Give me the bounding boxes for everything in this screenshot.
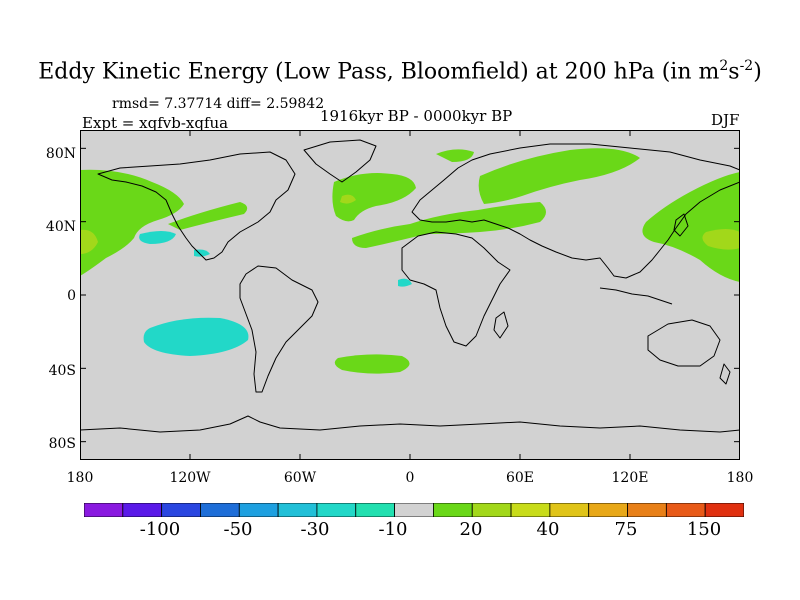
x-tick-label: 0 bbox=[405, 470, 415, 486]
experiment-label: Expt = xqfvb-xqfua bbox=[82, 114, 229, 132]
y-tick-label: 40S bbox=[48, 363, 76, 379]
y-tick-label: 80N bbox=[45, 146, 76, 162]
colorbar-label: 20 bbox=[459, 519, 483, 540]
colorbar-box bbox=[433, 503, 473, 517]
x-tick-label: 120E bbox=[611, 470, 649, 486]
axis-ticks bbox=[80, 130, 740, 460]
rmsd-diff-stats: rmsd= 7.37714 diff= 2.59842 bbox=[112, 96, 325, 112]
greenland-coastline bbox=[303, 139, 377, 183]
colorbar-label: 150 bbox=[686, 519, 722, 540]
north-atlantic-core-region bbox=[340, 194, 356, 204]
colorbar-label: -100 bbox=[139, 519, 181, 540]
madagascar-coastline bbox=[493, 311, 509, 339]
east-pacific-positive-streak bbox=[168, 202, 248, 230]
north-pacific-core-region bbox=[80, 229, 98, 254]
colorbar-label: 40 bbox=[536, 519, 560, 540]
colorbar bbox=[84, 503, 744, 517]
y-tick-label: 80S bbox=[48, 436, 76, 452]
japan-coastline bbox=[673, 213, 689, 237]
colorbar-label: 75 bbox=[614, 519, 638, 540]
south-america-coastline bbox=[239, 265, 319, 393]
colorbar-box bbox=[316, 503, 357, 517]
colorbar-box bbox=[510, 503, 551, 517]
subtropical-pacific-negative-region bbox=[139, 231, 176, 244]
y-tick-label: 40N bbox=[45, 219, 76, 235]
north-atlantic-positive-region bbox=[332, 173, 416, 222]
contour-fills bbox=[80, 148, 740, 374]
mediterranean-positive-region bbox=[352, 202, 546, 248]
coastlines bbox=[80, 139, 740, 433]
gulf-of-guinea-negative-region bbox=[398, 278, 412, 287]
colorbar-box bbox=[277, 503, 318, 517]
eke-difference-map bbox=[80, 130, 740, 460]
colorbar-box bbox=[704, 503, 744, 517]
colorbar-box bbox=[471, 503, 512, 517]
colorbar-label: -10 bbox=[378, 519, 408, 540]
north-america-coastline bbox=[97, 151, 296, 261]
colorbar-box bbox=[627, 503, 667, 517]
new-zealand-coastline bbox=[719, 363, 731, 385]
central-america-negative-region bbox=[194, 249, 210, 257]
x-tick-label: 180 bbox=[726, 470, 754, 486]
south-pacific-negative-region bbox=[143, 317, 249, 356]
indonesia-coastline bbox=[599, 287, 673, 305]
colorbar-label: -50 bbox=[223, 519, 253, 540]
arctic-atlantic-positive-region bbox=[436, 149, 474, 162]
north-pacific-positive-region bbox=[80, 169, 184, 276]
colorbar-box bbox=[200, 503, 240, 517]
europe-asia-coastline bbox=[411, 143, 740, 279]
colorbar-box bbox=[665, 503, 706, 517]
colorbar-box bbox=[84, 503, 124, 517]
antarctica-coastline bbox=[80, 415, 740, 433]
x-tick-label: 120W bbox=[169, 470, 211, 486]
period-label: 1916kyr BP - 0000kyr BP bbox=[320, 107, 513, 125]
colorbar-box bbox=[355, 503, 395, 517]
colorbar-box bbox=[394, 503, 434, 517]
x-tick-label: 180 bbox=[66, 470, 94, 486]
eurasia-positive-band bbox=[478, 148, 640, 204]
south-atlantic-positive-region bbox=[334, 354, 410, 374]
x-tick-label: 60W bbox=[283, 470, 317, 486]
x-tick-label: 60E bbox=[505, 470, 535, 486]
africa-coastline bbox=[401, 231, 511, 347]
west-pacific-core-region bbox=[702, 229, 740, 250]
australia-coastline bbox=[647, 319, 721, 367]
colorbar-box bbox=[588, 503, 628, 517]
colorbar-label: -30 bbox=[300, 519, 330, 540]
colorbar-box bbox=[238, 503, 279, 517]
colorbar-box bbox=[122, 503, 163, 517]
colorbar-box bbox=[549, 503, 590, 517]
colorbar-box bbox=[161, 503, 201, 517]
figure-title: Eddy Kinetic Energy (Low Pass, Bloomfiel… bbox=[38, 58, 762, 85]
y-tick-label: 0 bbox=[67, 288, 76, 304]
season-label: DJF bbox=[711, 111, 740, 129]
west-pacific-positive-region bbox=[642, 172, 740, 282]
